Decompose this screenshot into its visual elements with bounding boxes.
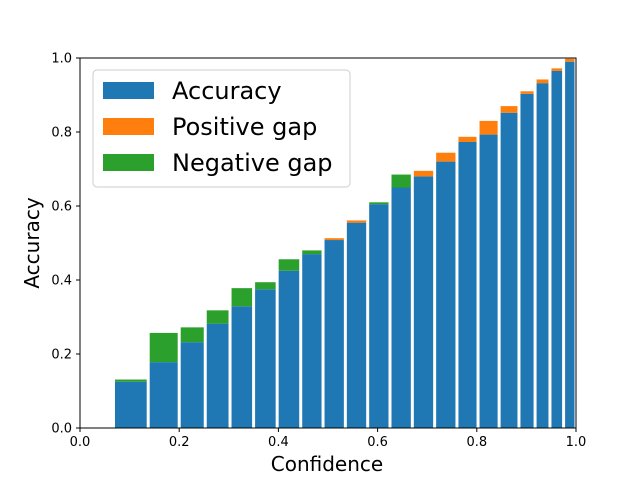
accuracy-bar [565, 61, 575, 428]
positive-gap-bar [324, 238, 344, 241]
y-tick-label: 0.6 [51, 200, 72, 215]
negative-gap-bar [231, 288, 253, 307]
accuracy-bar [149, 362, 178, 428]
y-tick-label: 0.2 [51, 348, 72, 363]
x-tick-label: 0.4 [268, 435, 289, 450]
x-tick-label: 0.0 [70, 435, 91, 450]
legend: Accuracy Positive gap Negative gap [92, 69, 351, 188]
negative-gap-bar [278, 259, 300, 271]
x-tick-label: 0.6 [367, 435, 388, 450]
negative-gap-bar [302, 250, 322, 255]
accuracy-bar [369, 204, 389, 428]
accuracy-bar [500, 112, 518, 428]
legend-label-negative-gap: Negative gap [172, 149, 333, 177]
positive-gap-bar [479, 120, 498, 135]
accuracy-bar [520, 93, 534, 428]
accuracy-bar [324, 240, 344, 428]
negative-gap-bar [369, 202, 389, 205]
plot-frame [79, 57, 577, 429]
positive-gap-bar [500, 106, 518, 113]
y-tick-label: 1.0 [51, 52, 72, 67]
positive-gap-bar [436, 152, 456, 162]
accuracy-bar [458, 141, 477, 429]
accuracy-bar [114, 381, 147, 428]
y-tick-label: 0.4 [51, 274, 72, 289]
accuracy-bar [413, 176, 434, 428]
negative-gap-bar [180, 327, 204, 343]
y-axis-label: Accuracy [20, 197, 44, 288]
accuracy-bar [206, 323, 229, 428]
negative-gap-bar [255, 282, 276, 290]
accuracy-bar [255, 289, 276, 428]
y-axis: 0.0 0.2 0.4 0.6 0.8 1.0 [51, 52, 80, 437]
negative-gap-bar [206, 310, 229, 324]
y-tick-label: 0.0 [51, 422, 72, 437]
positive-gap-bar [413, 170, 434, 177]
accuracy-bar [346, 222, 367, 428]
positive-gap-bar [520, 91, 534, 94]
x-tick-label: 1.0 [566, 435, 587, 450]
accuracy-bar [479, 134, 498, 428]
legend-swatch-negative-gap [103, 154, 154, 171]
accuracy-bar [278, 270, 300, 428]
y-tick-label: 0.8 [51, 126, 72, 141]
x-tick-label: 0.8 [466, 435, 487, 450]
x-axis: 0.0 0.2 0.4 0.6 0.8 1.0 [70, 428, 587, 450]
legend-label-accuracy: Accuracy [172, 77, 282, 105]
x-tick-label: 0.2 [169, 435, 190, 450]
accuracy-bar [391, 187, 411, 428]
x-axis-label: Confidence [271, 452, 383, 476]
negative-gap-bar [391, 174, 411, 188]
positive-gap-bar [536, 79, 549, 84]
accuracy-bar [436, 161, 456, 428]
positive-gap-bar [458, 136, 477, 142]
legend-box [92, 69, 351, 188]
legend-swatch-accuracy [103, 82, 154, 99]
accuracy-bar [302, 254, 322, 428]
legend-swatch-positive-gap [103, 118, 154, 135]
negative-gap-bar [149, 332, 178, 363]
positive-gap-bar [565, 58, 575, 62]
accuracy-bar [551, 70, 563, 428]
accuracy-bar [180, 342, 204, 428]
legend-label-positive-gap: Positive gap [172, 113, 317, 141]
bars-layer [114, 58, 575, 429]
positive-gap-bar [346, 220, 367, 223]
accuracy-bar [536, 83, 549, 428]
negative-gap-bar [114, 379, 147, 382]
accuracy-bar [231, 306, 253, 428]
positive-gap-bar [551, 68, 563, 71]
